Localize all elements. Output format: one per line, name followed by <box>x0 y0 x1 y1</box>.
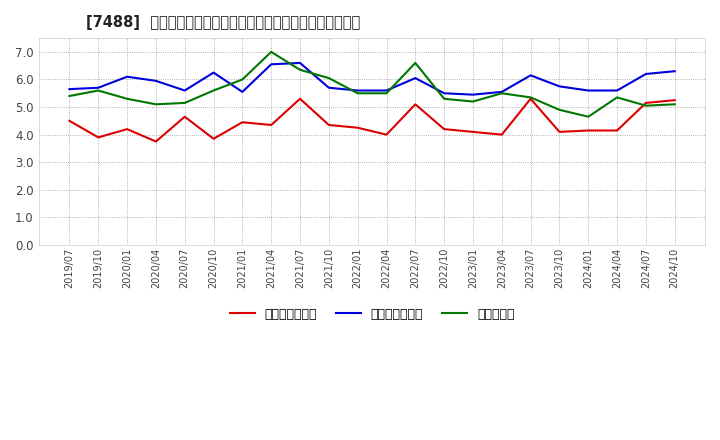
売上債権回転率 <box>613 128 621 133</box>
買入債務回転率 <box>526 73 535 78</box>
買入債務回転率 <box>65 87 73 92</box>
売上債権回転率 <box>498 132 506 137</box>
Line: 買入債務回転率: 買入債務回転率 <box>69 63 675 95</box>
買入債務回転率 <box>238 89 247 95</box>
買入債務回転率 <box>210 70 218 75</box>
在庫回転率 <box>382 91 391 96</box>
売上債権回転率 <box>65 118 73 124</box>
Legend: 売上債権回転率, 買入債務回転率, 在庫回転率: 売上債権回転率, 買入債務回転率, 在庫回転率 <box>225 303 520 326</box>
在庫回転率 <box>613 95 621 100</box>
在庫回転率 <box>181 100 189 106</box>
買入債務回転率 <box>382 88 391 93</box>
売上債権回転率 <box>670 98 679 103</box>
在庫回転率 <box>584 114 593 119</box>
売上債権回転率 <box>94 135 102 140</box>
売上債権回転率 <box>152 139 161 144</box>
在庫回転率 <box>238 77 247 82</box>
買入債務回転率 <box>325 85 333 90</box>
買入債務回転率 <box>469 92 477 97</box>
Text: [7488]  売上債権回転率、買入債務回転率、在庫回転率の推移: [7488] 売上債権回転率、買入債務回転率、在庫回転率の推移 <box>86 15 360 30</box>
在庫回転率 <box>296 67 305 73</box>
Line: 在庫回転率: 在庫回転率 <box>69 52 675 117</box>
在庫回転率 <box>555 107 564 113</box>
在庫回転率 <box>267 49 276 55</box>
売上債権回転率 <box>469 129 477 135</box>
売上債権回転率 <box>296 96 305 102</box>
売上債権回転率 <box>354 125 362 130</box>
在庫回転率 <box>94 88 102 93</box>
在庫回転率 <box>642 103 650 108</box>
Line: 売上債権回転率: 売上債権回転率 <box>69 99 675 142</box>
買入債務回転率 <box>613 88 621 93</box>
売上債権回転率 <box>584 128 593 133</box>
在庫回転率 <box>325 76 333 81</box>
在庫回転率 <box>440 96 449 102</box>
買入債務回転率 <box>555 84 564 89</box>
買入債務回転率 <box>181 88 189 93</box>
在庫回転率 <box>469 99 477 104</box>
在庫回転率 <box>411 60 420 66</box>
在庫回転率 <box>152 102 161 107</box>
売上債権回転率 <box>238 120 247 125</box>
売上債権回転率 <box>325 122 333 128</box>
在庫回転率 <box>354 91 362 96</box>
在庫回転率 <box>526 95 535 100</box>
在庫回転率 <box>123 96 132 102</box>
売上債権回転率 <box>526 96 535 102</box>
在庫回転率 <box>498 91 506 96</box>
売上債権回転率 <box>411 102 420 107</box>
買入債務回転率 <box>296 60 305 66</box>
買入債務回転率 <box>267 62 276 67</box>
売上債権回転率 <box>642 100 650 106</box>
在庫回転率 <box>65 93 73 99</box>
買入債務回転率 <box>642 71 650 77</box>
売上債権回転率 <box>555 129 564 135</box>
買入債務回転率 <box>498 89 506 95</box>
売上債権回転率 <box>210 136 218 141</box>
在庫回転率 <box>670 102 679 107</box>
売上債権回転率 <box>181 114 189 119</box>
売上債権回転率 <box>440 126 449 132</box>
買入債務回転率 <box>584 88 593 93</box>
買入債務回転率 <box>670 69 679 74</box>
買入債務回転率 <box>411 76 420 81</box>
買入債務回転率 <box>440 91 449 96</box>
買入債務回転率 <box>152 78 161 84</box>
買入債務回転率 <box>354 88 362 93</box>
売上債権回転率 <box>123 126 132 132</box>
売上債権回転率 <box>382 132 391 137</box>
売上債権回転率 <box>267 122 276 128</box>
買入債務回転率 <box>94 85 102 90</box>
在庫回転率 <box>210 88 218 93</box>
買入債務回転率 <box>123 74 132 79</box>
